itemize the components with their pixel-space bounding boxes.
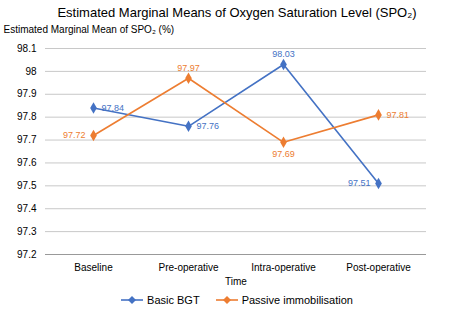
svg-text:97.97: 97.97 (177, 63, 200, 73)
html-text:Passive immobilisation: Passive immobilisation (241, 294, 353, 306)
html-text:Basic BGT: Basic BGT (147, 294, 200, 306)
svg-text:97.8: 97.8 (17, 111, 37, 122)
svg-text:97.6: 97.6 (17, 157, 37, 168)
svg-text:97.3: 97.3 (17, 226, 37, 237)
svg-text:Baseline: Baseline (74, 262, 113, 273)
svg-text:97.2: 97.2 (17, 249, 37, 260)
svg-text:Pre-operative: Pre-operative (158, 262, 218, 273)
svg-text:97.81: 97.81 (387, 110, 410, 120)
svg-text:97.51: 97.51 (348, 178, 371, 188)
svg-text:97.72: 97.72 (63, 130, 86, 140)
svg-text:97.7: 97.7 (17, 134, 37, 145)
svg-text:97.84: 97.84 (102, 103, 125, 113)
svg-text:Post-operative: Post-operative (346, 262, 411, 273)
svg-text:Time: Time (225, 276, 247, 287)
svg-text:97.76: 97.76 (197, 121, 220, 131)
svg-text:98: 98 (25, 66, 37, 77)
svg-text:Intra-operative: Intra-operative (251, 262, 316, 273)
svg-text:97.9: 97.9 (17, 88, 37, 99)
svg-text:97.4: 97.4 (17, 203, 37, 214)
svg-text:97.5: 97.5 (17, 180, 37, 191)
svg-text:Estimated Marginal Mean of SPO: Estimated Marginal Mean of SPO₂ (%) (4, 24, 175, 35)
svg-text:98.03: 98.03 (272, 49, 295, 59)
svg-text:97.69: 97.69 (272, 149, 295, 159)
html-text:Estimated Marginal Means of Ox: Estimated Marginal Means of Oxygen Satur… (57, 5, 417, 20)
svg-text:98.1: 98.1 (17, 43, 37, 54)
